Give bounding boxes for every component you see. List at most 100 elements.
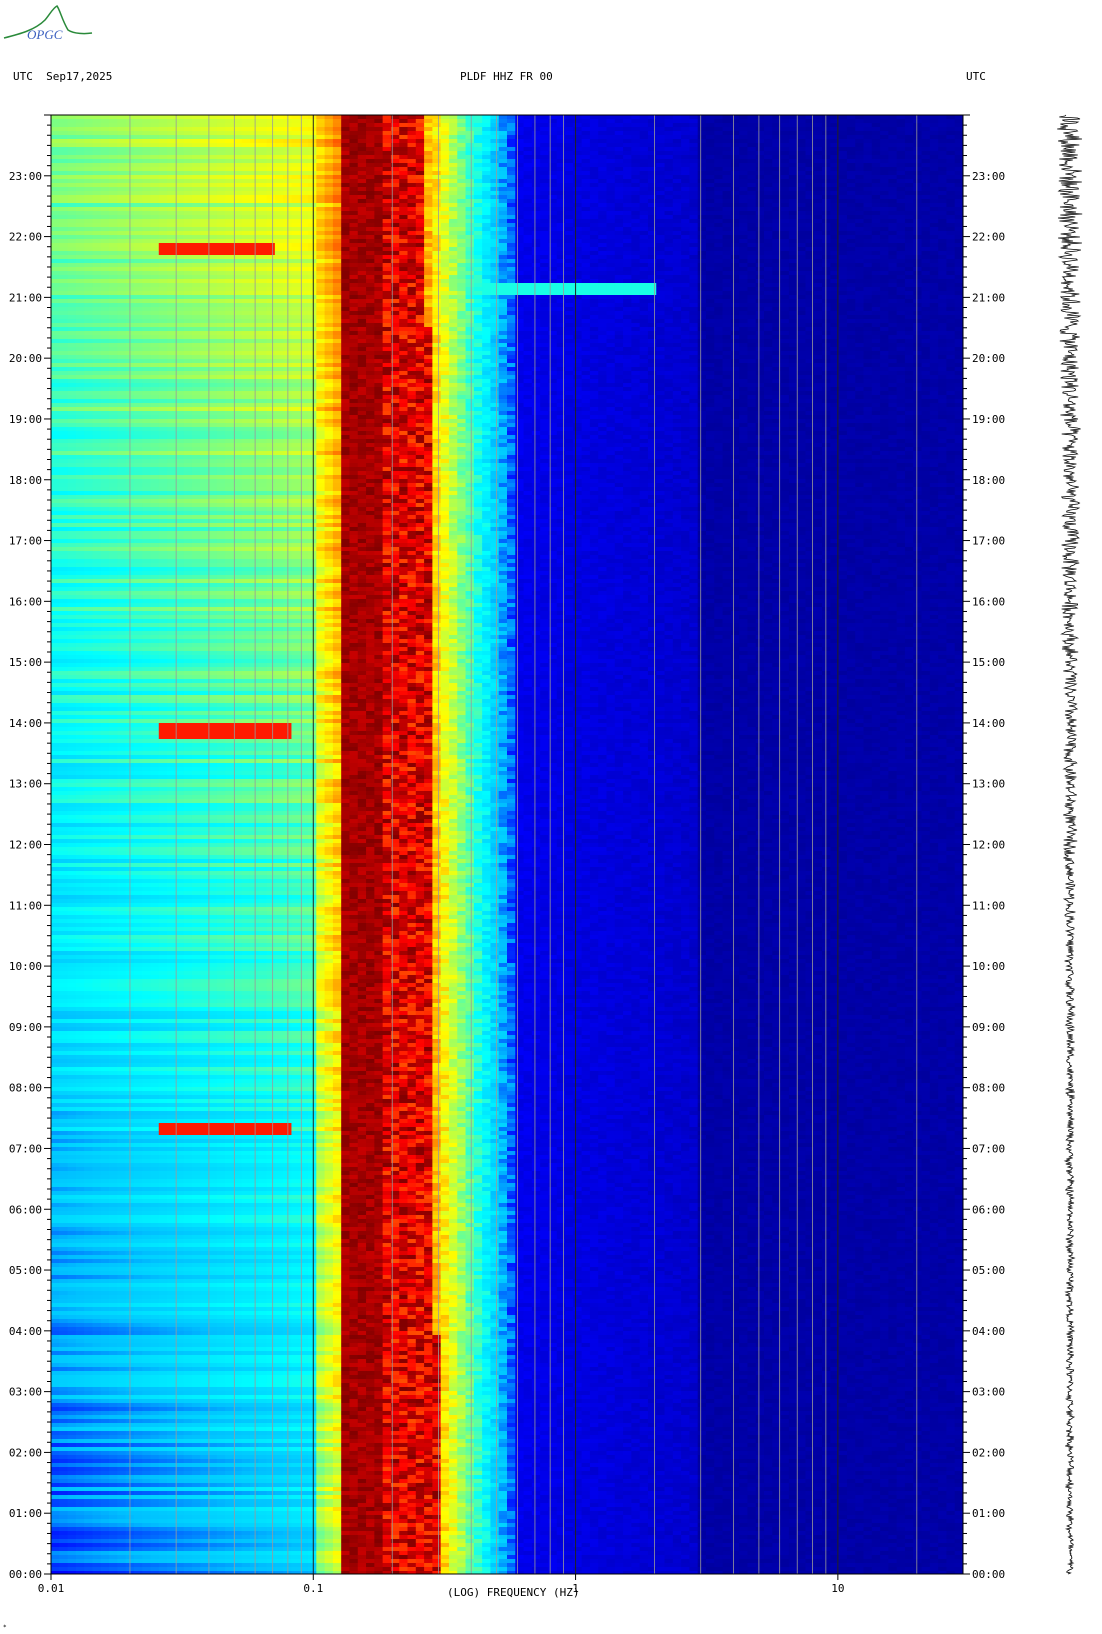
heatmap-cell <box>424 195 433 199</box>
heatmap-cell <box>100 271 110 275</box>
heatmap-cell <box>341 119 351 123</box>
heatmap-cell <box>407 211 417 215</box>
heatmap-cell <box>51 143 60 147</box>
heatmap-cell <box>714 143 724 147</box>
heatmap-cell <box>598 123 608 127</box>
heatmap-cell <box>614 115 624 119</box>
heatmap-cell <box>888 231 898 235</box>
heatmap-cell <box>548 183 558 187</box>
heatmap-cell <box>432 255 442 259</box>
heatmap-cell <box>830 251 840 255</box>
heatmap-cell <box>299 243 309 247</box>
heatmap-cell <box>415 119 425 123</box>
heatmap-cell <box>241 159 251 163</box>
heatmap-cell <box>589 255 599 259</box>
heatmap-cell <box>308 295 317 299</box>
heatmap-cell <box>531 291 541 295</box>
heatmap-cell <box>158 291 168 295</box>
heatmap-cell <box>822 235 831 239</box>
heatmap-cell <box>913 263 923 267</box>
heatmap-cell <box>523 251 533 255</box>
heatmap-cell <box>755 131 765 135</box>
heatmap-cell <box>797 187 807 191</box>
heatmap-cell <box>540 147 550 151</box>
heatmap-cell <box>747 183 757 187</box>
heatmap-cell <box>822 207 831 211</box>
heatmap-cell <box>946 123 956 127</box>
heatmap-cell <box>167 143 176 147</box>
heatmap-cell <box>59 287 69 291</box>
heatmap-cell <box>871 291 881 295</box>
heatmap-cell <box>639 167 649 171</box>
heatmap-cell <box>556 179 566 183</box>
heatmap-cell <box>631 191 641 195</box>
heatmap-cell <box>109 183 118 187</box>
heatmap-cell <box>324 195 334 199</box>
heatmap-cell <box>523 159 533 163</box>
heatmap-cell <box>896 183 906 187</box>
heatmap-cell <box>681 243 690 247</box>
heatmap-cell <box>440 175 450 179</box>
heatmap-cell <box>142 287 152 291</box>
heatmap-cell <box>507 143 516 147</box>
heatmap-cell <box>772 259 782 263</box>
heatmap-cell <box>440 227 450 231</box>
heatmap-cell <box>581 279 591 283</box>
heatmap-cell <box>407 267 417 271</box>
heatmap-cell <box>515 119 525 123</box>
heatmap-cell <box>100 119 110 123</box>
heatmap-cell <box>448 215 458 219</box>
heatmap-cell <box>697 263 707 267</box>
heatmap-cell <box>730 187 740 191</box>
heatmap-cell <box>871 135 881 139</box>
heatmap-cell <box>84 143 94 147</box>
heatmap-cell <box>59 247 69 251</box>
heatmap-cell <box>556 175 566 179</box>
heatmap-cell <box>266 219 276 223</box>
heatmap-cell <box>150 183 160 187</box>
heatmap-cell <box>946 243 956 247</box>
heatmap-cell <box>109 143 118 147</box>
heatmap-cell <box>75 223 85 227</box>
heatmap-cell <box>830 119 840 123</box>
heatmap-cell <box>896 123 906 127</box>
heatmap-cell <box>739 143 749 147</box>
heatmap-cell <box>556 131 566 135</box>
heatmap-cell <box>67 243 77 247</box>
heatmap-cell <box>92 219 102 223</box>
heatmap-cell <box>100 283 110 287</box>
heatmap-cell <box>913 287 923 291</box>
heatmap-cell <box>382 171 392 175</box>
heatmap-cell <box>631 155 641 159</box>
heatmap-cell <box>672 183 682 187</box>
heatmap-cell <box>175 239 185 243</box>
heatmap-cell <box>92 207 102 211</box>
heatmap-cell <box>390 135 400 139</box>
heatmap-cell <box>739 267 749 271</box>
heatmap-cell <box>880 227 889 231</box>
heatmap-cell <box>565 119 574 123</box>
heatmap-cell <box>780 131 790 135</box>
heatmap-cell <box>573 119 583 123</box>
heatmap-cell <box>117 247 127 251</box>
heatmap-cell <box>730 163 740 167</box>
heatmap-cell <box>830 267 840 271</box>
heatmap-cell <box>863 251 873 255</box>
heatmap-cell <box>938 251 948 255</box>
heatmap-cell <box>167 279 176 283</box>
heatmap-cell <box>51 259 60 263</box>
heatmap-cell <box>772 231 782 235</box>
heatmap-cell <box>589 175 599 179</box>
heatmap-cell <box>647 235 657 239</box>
heatmap-cell <box>764 259 773 263</box>
heatmap-cell <box>730 271 740 275</box>
heatmap-cell <box>631 159 641 163</box>
heatmap-cell <box>167 275 176 279</box>
heatmap-cell <box>349 187 359 191</box>
heatmap-cell <box>274 183 284 187</box>
heatmap-cell <box>233 147 243 151</box>
heatmap-cell <box>332 123 342 127</box>
heatmap-cell <box>954 287 963 291</box>
heatmap-cell <box>457 283 467 287</box>
heatmap-cell <box>150 163 160 167</box>
